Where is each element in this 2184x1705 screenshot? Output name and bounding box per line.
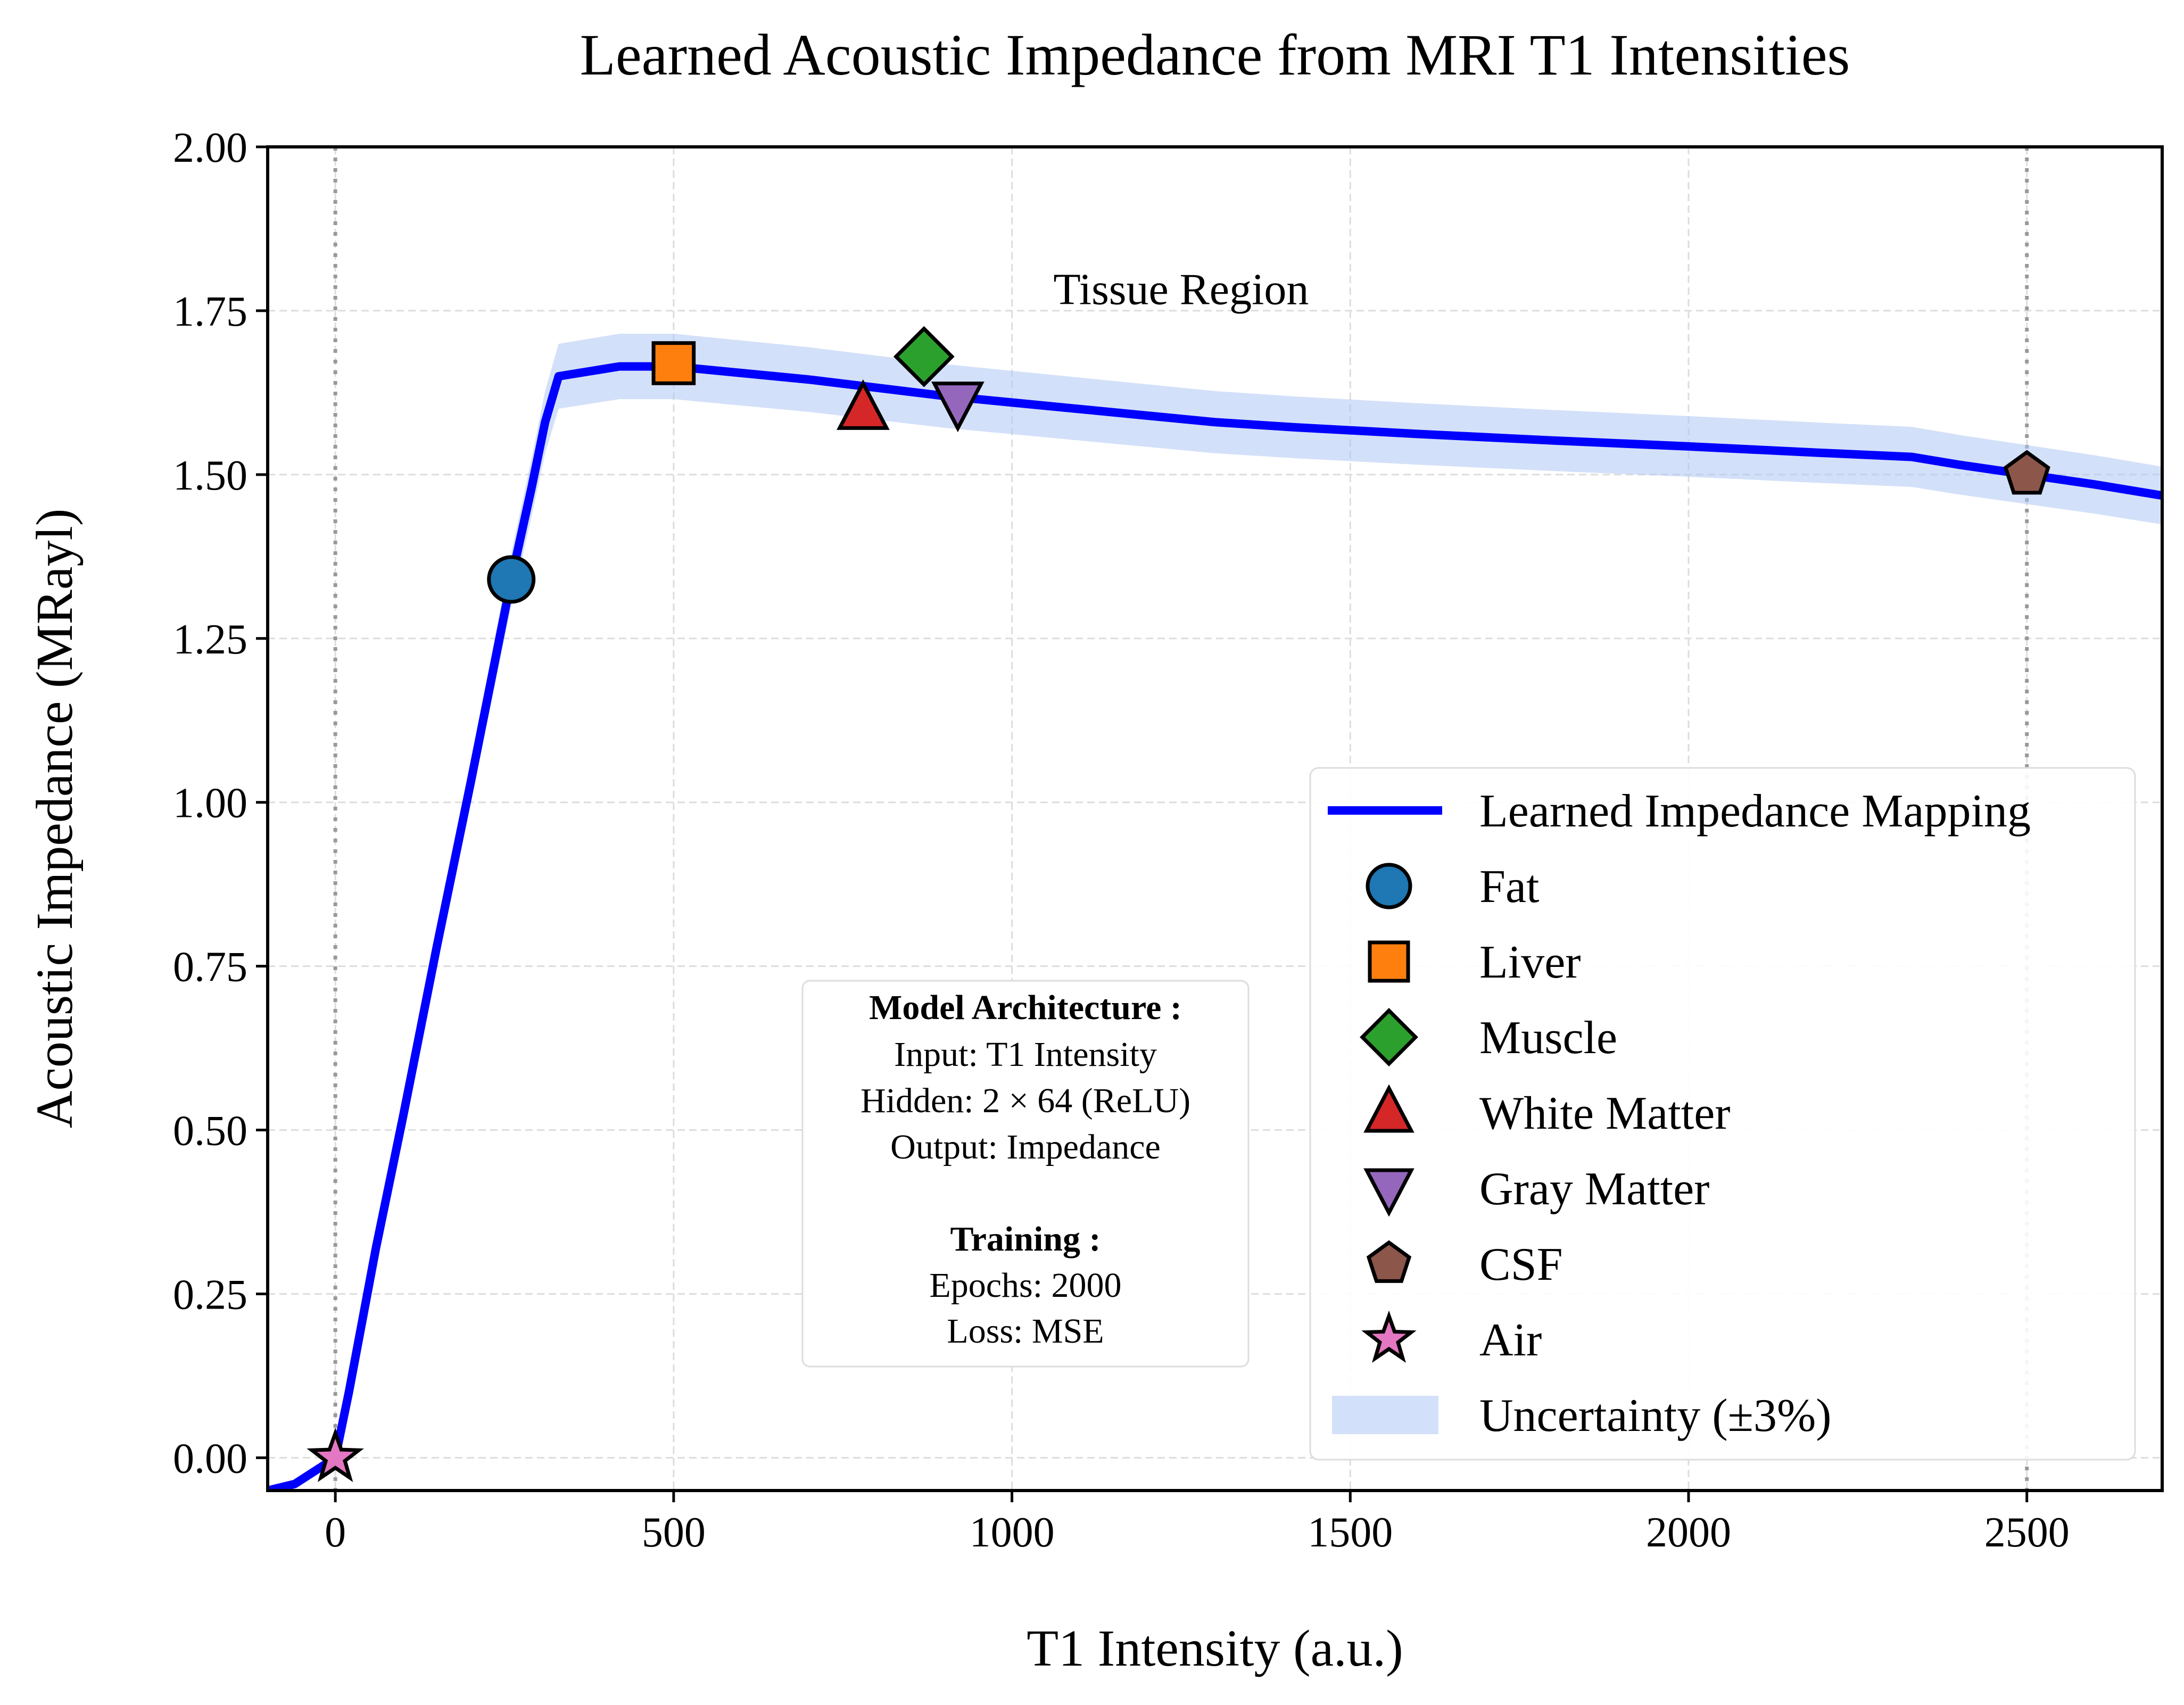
legend-label-fat: Fat xyxy=(1479,861,1539,913)
legend-symbol-liver xyxy=(1368,940,1410,983)
legend-symbol-fat xyxy=(1366,863,1412,909)
chart-title: Learned Acoustic Impedance from MRI T1 I… xyxy=(580,22,1850,87)
legend-label-mapping: Learned Impedance Mapping xyxy=(1479,785,2031,837)
marker-fat xyxy=(487,555,536,604)
info-box: Model Architecture : Input: T1 Intensity… xyxy=(801,980,1250,1368)
info-heading-architecture: Model Architecture : xyxy=(869,988,1182,1027)
x-tick-label-2: 1000 xyxy=(970,1509,1055,1556)
legend-symbol-air xyxy=(1361,1310,1417,1363)
y-tick-label-3: 0.75 xyxy=(173,944,247,991)
marker-liver xyxy=(651,341,696,385)
x-axis-ticks: 0 500 1000 1500 2000 2500 xyxy=(325,1491,2070,1556)
legend-symbol-uncertainty xyxy=(1332,1396,1438,1434)
y-axis-label: Acoustic Impedance (MRayl) xyxy=(26,509,84,1129)
x-tick-label-3: 1500 xyxy=(1308,1509,1393,1556)
marker-air xyxy=(307,1427,364,1483)
legend-label-gray-matter: Gray Matter xyxy=(1479,1163,1709,1215)
y-tick-label-1: 0.25 xyxy=(173,1271,247,1318)
y-tick-label-6: 1.50 xyxy=(173,452,247,499)
info-line-input: Input: T1 Intensity xyxy=(894,1035,1157,1074)
info-heading-training: Training : xyxy=(950,1220,1101,1259)
uncertainty-band xyxy=(268,334,2162,1491)
legend-label-air: Air xyxy=(1479,1314,1542,1366)
legend-label-liver: Liver xyxy=(1479,937,1581,988)
marker-csf xyxy=(2003,450,2050,495)
y-tick-label-4: 1.00 xyxy=(173,780,247,827)
legend-label-uncertainty: Uncertainty (±3%) xyxy=(1479,1390,1832,1442)
legend-label-csf: CSF xyxy=(1479,1239,1563,1290)
info-box-frame xyxy=(801,980,1250,1368)
x-tick-label-0: 0 xyxy=(325,1509,346,1556)
x-tick-label-4: 2000 xyxy=(1646,1509,1731,1556)
y-axis-ticks: 0.00 0.25 0.50 0.75 1.00 1.25 1.50 1.75 2.00 xyxy=(173,125,268,1482)
marker-muscle xyxy=(893,326,955,387)
legend-symbol-muscle xyxy=(1360,1008,1418,1066)
y-tick-label-8: 2.00 xyxy=(173,125,247,171)
plot-frame xyxy=(266,145,2164,1492)
y-tick-label-5: 1.25 xyxy=(173,616,247,663)
info-line-loss: Loss: MSE xyxy=(947,1312,1104,1351)
y-tick-label-0: 0.00 xyxy=(173,1435,247,1482)
marker-white-matter xyxy=(836,379,890,430)
x-axis-label: T1 Intensity (a.u.) xyxy=(1027,1620,1403,1677)
info-line-hidden: Hidden: 2 × 64 (ReLU) xyxy=(861,1081,1190,1120)
legend-frame xyxy=(1309,767,2136,1461)
legend-symbol-csf xyxy=(1366,1240,1412,1283)
legend: Learned Impedance Mapping Fat Liver Muscle W… xyxy=(1309,767,2136,1461)
y-tick-label-7: 1.75 xyxy=(173,288,247,335)
tissue-region-annotation: Tissue Region xyxy=(1053,265,1309,314)
x-tick-label-5: 2500 xyxy=(1984,1509,2070,1556)
marker-gray-matter xyxy=(931,382,985,433)
legend-symbol-white-matter xyxy=(1363,1084,1414,1133)
legend-label-white-matter: White Matter xyxy=(1479,1088,1731,1139)
info-line-epochs: Epochs: 2000 xyxy=(929,1266,1121,1305)
y-tick-label-2: 0.50 xyxy=(173,1108,247,1155)
x-tick-label-1: 500 xyxy=(642,1509,706,1556)
legend-label-muscle: Muscle xyxy=(1479,1012,1617,1064)
legend-symbol-gray-matter xyxy=(1363,1168,1414,1217)
tissue-markers xyxy=(307,326,2050,1483)
info-line-output: Output: Impedance xyxy=(890,1128,1161,1166)
